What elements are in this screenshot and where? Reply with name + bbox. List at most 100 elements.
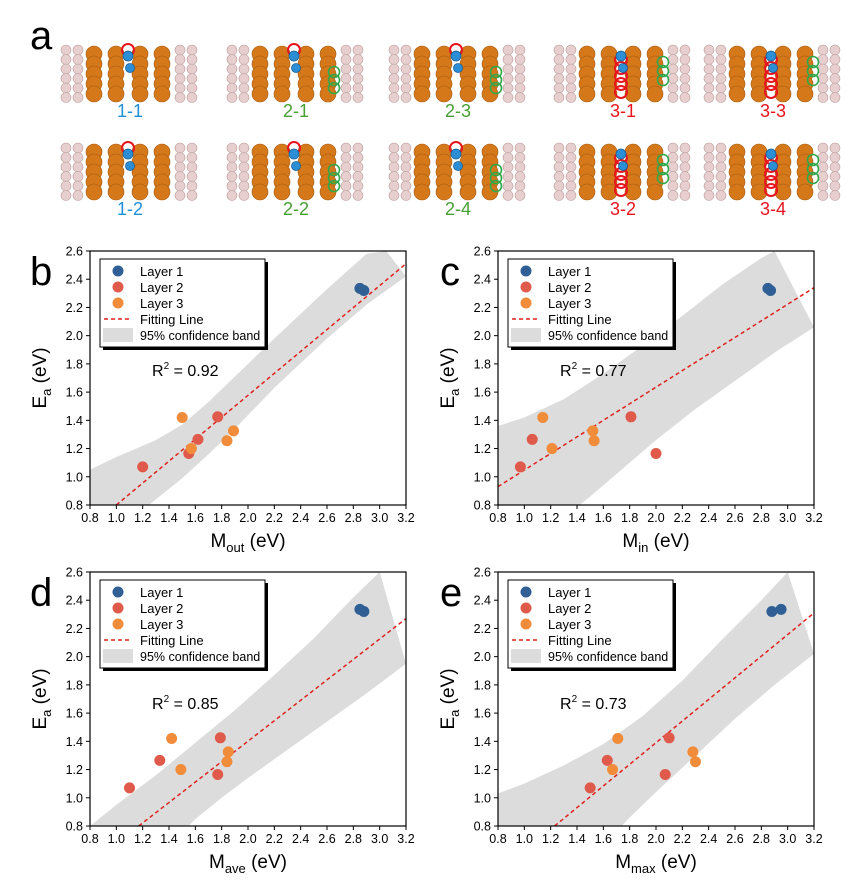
data-point-layer3 (587, 425, 599, 437)
y-axis-label: Ea (eV) (30, 668, 54, 729)
data-point-layer3 (176, 412, 188, 424)
legend-marker-band (511, 328, 541, 342)
legend-marker-layer1 (112, 265, 124, 277)
structure-2-3 (388, 43, 526, 103)
x-tick-label: 2.8 (345, 832, 362, 846)
panel-letter-b: b (30, 250, 52, 294)
legend-marker-band (103, 649, 133, 663)
x-tick-label: 1.2 (134, 511, 151, 525)
y-tick-label: 1.2 (474, 442, 491, 456)
x-tick-label: 1.0 (108, 511, 125, 525)
y-tick-label: 1.2 (66, 442, 83, 456)
legend-label-layer3: Layer 3 (140, 296, 183, 311)
x-tick-label: 1.2 (542, 511, 559, 525)
data-point-layer2 (526, 433, 538, 445)
legend-marker-layer1 (112, 586, 124, 598)
x-tick-label: 2.2 (674, 832, 691, 846)
y-tick-label: 1.8 (474, 678, 491, 692)
data-point-layer3 (222, 746, 234, 758)
y-tick-label: 2.4 (474, 273, 491, 287)
x-tick-label: 2.2 (674, 511, 691, 525)
y-tick-label: 1.0 (66, 470, 83, 484)
x-tick-label: 2.4 (700, 832, 717, 846)
x-tick-label: 3.0 (779, 511, 796, 525)
legend-marker-layer3 (520, 618, 532, 630)
x-tick-label: 3.2 (397, 511, 414, 525)
structure-label: 3-3 (760, 101, 786, 121)
legend-label-layer1: Layer 1 (140, 585, 183, 600)
panel-letter-e: e (440, 571, 462, 615)
y-tick-label: 0.8 (66, 820, 83, 834)
legend-label-band: 95% confidence band (140, 650, 260, 664)
x-tick-label: 0.8 (489, 832, 506, 846)
x-tick-label: 2.6 (726, 511, 743, 525)
legend-label-layer2: Layer 2 (140, 280, 183, 295)
x-axis-label: Min (eV) (622, 531, 689, 555)
x-tick-label: 2.2 (266, 832, 283, 846)
x-tick-label: 1.6 (595, 832, 612, 846)
panel-letter-d: d (30, 571, 52, 615)
structure-1-1 (60, 43, 198, 103)
data-point-layer2 (659, 768, 671, 780)
r2-annotation: R2 = 0.77 (560, 361, 627, 380)
x-tick-label: 2.4 (700, 511, 717, 525)
legend-marker-band (511, 649, 541, 663)
x-tick-label: 1.4 (160, 832, 177, 846)
x-tick-label: 2.4 (292, 511, 309, 525)
legend-marker-band (103, 328, 133, 342)
x-tick-label: 2.6 (318, 511, 335, 525)
data-point-layer2 (625, 411, 637, 423)
data-point-layer1 (765, 285, 777, 297)
structure-label: 2-4 (445, 199, 471, 219)
chart-c: c 0.8 1.0 1.2 1.4 1.6 1.8 2.0 2.2 2.4 2.6 2.8 3.0 3.2… (438, 245, 823, 556)
x-tick-label: 1.0 (516, 832, 533, 846)
chart-b: b 0.8 1.0 1.2 1.4 1.6 1.8 2.0 2.2 2.4 2.6 2.8 3.0 3.2… (30, 245, 415, 556)
y-tick-label: 2.2 (474, 622, 491, 636)
x-tick-label: 2.6 (318, 832, 335, 846)
data-point-layer3 (612, 733, 624, 745)
fitting-line (498, 287, 814, 488)
legend-label-band: 95% confidence band (548, 650, 668, 664)
x-tick-label: 2.8 (753, 511, 770, 525)
legend-marker-layer3 (112, 297, 124, 309)
y-tick-label: 1.2 (474, 763, 491, 777)
x-tick-label: 1.8 (621, 832, 638, 846)
legend-label-layer3: Layer 3 (548, 296, 591, 311)
data-point-layer3 (537, 412, 549, 424)
data-point-layer3 (690, 756, 701, 768)
legend-label-layer3: Layer 3 (140, 617, 183, 632)
y-tick-label: 2.0 (474, 650, 491, 664)
structure-1-2 (60, 141, 198, 201)
confidence-band (90, 251, 406, 505)
y-tick-label: 2.4 (66, 273, 83, 287)
y-tick-label: 1.8 (474, 357, 491, 371)
y-tick-label: 2.6 (474, 245, 491, 259)
data-point-layer3 (607, 764, 619, 776)
y-tick-label: 0.8 (474, 499, 491, 513)
data-point-layer3 (228, 425, 240, 437)
chart-e: e 0.8 1.0 1.2 1.4 1.6 1.8 2.0 2.2 2.4 2.6 2.8 3.0 3.2… (438, 566, 823, 877)
y-tick-label: 1.6 (474, 707, 491, 721)
x-axis-label: Mout (eV) (210, 531, 285, 555)
y-tick-label: 2.2 (66, 622, 83, 636)
y-tick-label: 0.8 (66, 499, 83, 513)
data-point-layer2 (192, 433, 204, 445)
x-tick-label: 0.8 (81, 511, 98, 525)
confidence-band (498, 572, 814, 826)
y-tick-label: 1.4 (474, 735, 491, 749)
x-tick-label: 2.2 (266, 511, 283, 525)
legend-marker-layer2 (520, 281, 532, 293)
x-tick-label: 1.6 (595, 511, 612, 525)
legend-label-fit: Fitting Line (140, 633, 204, 648)
data-point-layer2 (514, 461, 526, 473)
y-tick-label: 1.2 (66, 763, 83, 777)
structure-3-3 (703, 44, 841, 103)
data-point-layer1 (775, 603, 787, 615)
data-point-layer1 (358, 285, 370, 297)
x-tick-label: 3.0 (779, 832, 796, 846)
legend-marker-layer2 (112, 281, 124, 293)
data-point-layer3 (221, 756, 233, 768)
x-tick-label: 1.8 (621, 511, 638, 525)
data-point-layer1 (358, 606, 370, 618)
y-tick-label: 1.8 (66, 357, 83, 371)
